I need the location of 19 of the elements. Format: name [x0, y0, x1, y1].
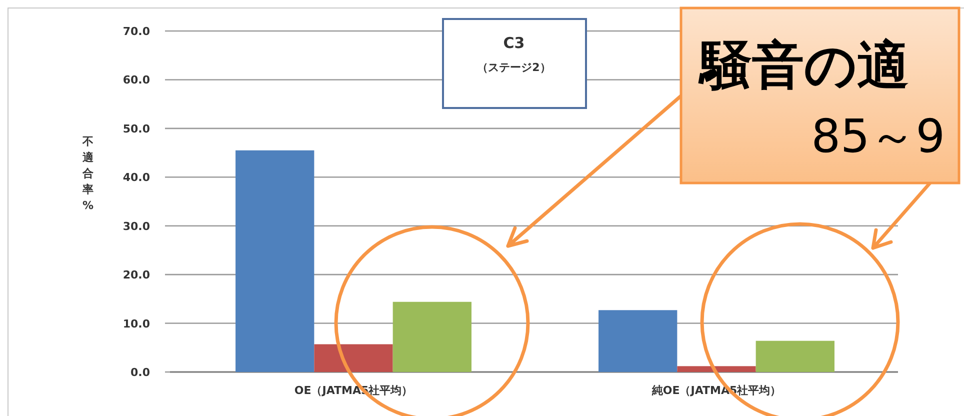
y-tick-label: 40.0 [122, 171, 150, 184]
annotation: 騒音の適 [698, 36, 909, 96]
y-axis-title: 不適合率% [82, 135, 94, 212]
y-tick-label: 70.0 [122, 25, 150, 38]
y-tick-label: 30.0 [122, 220, 150, 233]
bar [236, 150, 314, 372]
y-tick-label: 10.0 [122, 317, 150, 330]
y-tick-label: 0.0 [130, 366, 150, 379]
y-tick-label: 60.0 [122, 74, 150, 87]
annotation: （ステージ2） [477, 61, 551, 74]
bar [756, 340, 834, 372]
y-tick-label: 20.0 [122, 268, 150, 282]
bar [598, 310, 678, 372]
annotation: 85～9 [811, 109, 945, 163]
annotation: C3 [503, 34, 525, 52]
bar [392, 302, 472, 372]
y-tick-label: 50.0 [122, 122, 150, 136]
bar [677, 366, 756, 372]
bar [314, 344, 393, 372]
